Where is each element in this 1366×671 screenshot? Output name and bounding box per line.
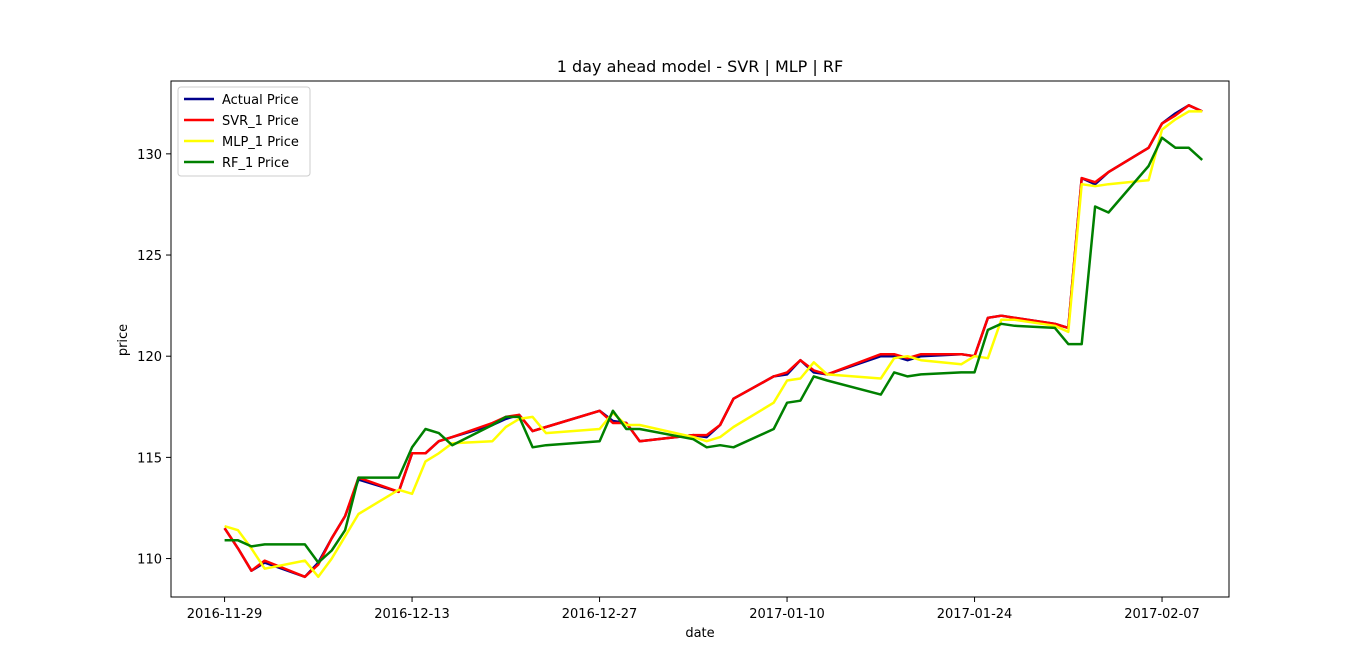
- series-line-3: [224, 110, 1203, 579]
- x-tick-label: 2017-01-24: [937, 607, 1013, 622]
- legend-label: SVR_1 Price: [222, 114, 299, 129]
- y-tick-label: 130: [137, 148, 162, 163]
- y-tick-label: 115: [137, 451, 162, 466]
- y-tick-label: 125: [137, 249, 162, 264]
- x-axis-label: date: [685, 626, 714, 641]
- plot-frame: [170, 80, 1230, 598]
- x-axis: 2016-11-29 2016-12-13 2016-12-27 2017-01-10…: [187, 597, 1200, 622]
- legend-label: MLP_1 Price: [222, 135, 299, 150]
- legend-label: RF_1 Price: [222, 156, 289, 171]
- x-tick-label: 2016-12-27: [562, 607, 638, 622]
- y-axis-label: price: [116, 324, 131, 356]
- series-line-2: [223, 104, 1203, 579]
- series-line-4: [224, 136, 1204, 564]
- y-tick-label: 120: [137, 350, 162, 365]
- x-tick-label: 2017-02-07: [1124, 607, 1200, 622]
- legend-label: Actual Price: [222, 93, 299, 108]
- legend-box: [177, 86, 311, 177]
- legend: Actual Price SVR_1 Price MLP_1 Price RF_1 P…: [177, 86, 311, 177]
- plot-area: [223, 104, 1204, 579]
- x-tick-label: 2017-01-10: [749, 607, 825, 622]
- y-tick-label: 110: [137, 553, 162, 568]
- x-tick-label: 2016-12-13: [374, 607, 450, 622]
- chart-title: 1 day ahead model - SVR | MLP | RF: [557, 57, 843, 76]
- y-axis: 110 115 120 125 130: [137, 148, 171, 568]
- x-tick-label: 2016-11-29: [187, 607, 263, 622]
